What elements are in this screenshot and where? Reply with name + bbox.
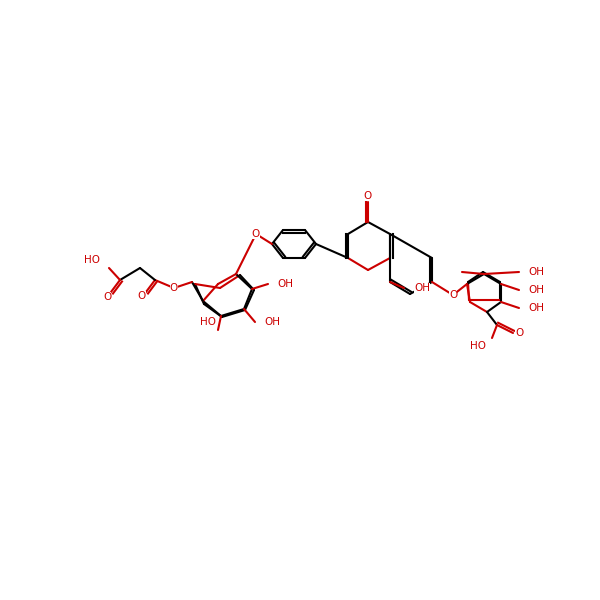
- Text: OH: OH: [277, 279, 293, 289]
- Text: OH: OH: [414, 283, 430, 293]
- Text: O: O: [364, 191, 372, 201]
- Text: OH: OH: [264, 317, 280, 327]
- Text: O: O: [449, 290, 457, 300]
- Text: HO: HO: [84, 255, 100, 265]
- Text: HO: HO: [200, 317, 216, 327]
- Text: O: O: [515, 328, 523, 338]
- Text: OH: OH: [528, 285, 544, 295]
- Text: O: O: [252, 229, 260, 239]
- Text: O: O: [103, 292, 111, 302]
- Text: HO: HO: [470, 341, 486, 351]
- Text: OH: OH: [528, 303, 544, 313]
- Text: O: O: [138, 291, 146, 301]
- Text: OH: OH: [528, 267, 544, 277]
- Text: O: O: [170, 283, 178, 293]
